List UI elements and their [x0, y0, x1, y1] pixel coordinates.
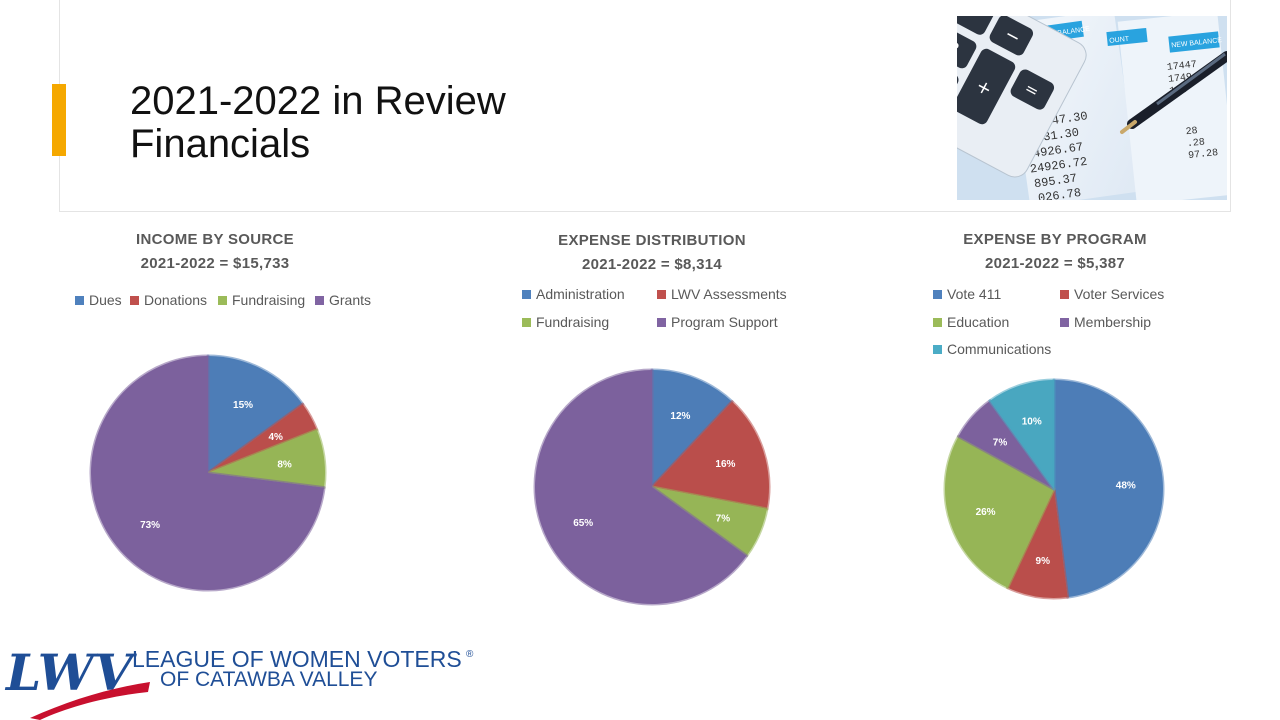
- pie-slice-lwv-assessments: [650, 400, 771, 511]
- pie-slice-vote-411: [1052, 378, 1165, 599]
- balance-header-tag-2: [1168, 31, 1220, 53]
- ledger-number: 97.28: [1188, 148, 1219, 162]
- legend-swatch: [218, 295, 227, 305]
- ledger-number: 895.37: [1033, 171, 1078, 191]
- ledger-paper-right: [1117, 16, 1227, 200]
- chart-1-legend-grants: Grants: [315, 292, 371, 308]
- logo-line-2: OF CATAWBA VALLEY: [160, 668, 377, 691]
- calc-key-eq: [1010, 69, 1055, 110]
- legend-swatch: [522, 317, 531, 327]
- chart-1-heading: INCOME BY SOURCE 2021-2022 = $15,733: [60, 228, 370, 276]
- logo-line-1: LEAGUE OF WOMEN VOTERS: [132, 646, 462, 672]
- slide-title: 2021-2022 in Review Financials: [130, 80, 506, 166]
- chart-2-legend-program-support: Program Support: [657, 314, 778, 330]
- chart-3-subtitle: 2021-2022 = $5,387: [984, 255, 1126, 272]
- legend-swatch: [522, 289, 531, 299]
- calculator-photo: NEW BALANCE OUNT NEW BALANCE 019.609.80.…: [957, 16, 1227, 200]
- chart-1-legend-donations: Donations: [130, 292, 207, 308]
- pie-data-label: 16%: [715, 459, 735, 470]
- pie-data-label: 4%: [268, 432, 283, 443]
- accent-bar: [52, 84, 66, 156]
- calc-key: [957, 16, 995, 35]
- pie-data-label: 48%: [1116, 480, 1136, 491]
- chart-2-legend-fundraising: Fundraising: [522, 314, 609, 330]
- chart-3-legend-vote-411: Vote 411: [933, 286, 1001, 302]
- pen: [1120, 51, 1227, 134]
- logo-registered: ®: [466, 649, 474, 660]
- ledger-number: 28: [1185, 126, 1198, 138]
- chart-2-title: EXPENSE DISTRIBUTION: [558, 232, 746, 249]
- chart-2-pie: 12% 16% 7% 65%: [533, 368, 771, 606]
- photo-header-2: OUNT: [1109, 36, 1130, 45]
- legend-swatch: [933, 289, 942, 299]
- legend-swatch: [933, 317, 942, 327]
- pie-data-label: 73%: [140, 520, 160, 531]
- chart-2-subtitle: 2021-2022 = $8,314: [581, 256, 723, 273]
- title-line-2: Financials: [130, 122, 311, 166]
- chart-3-legend-membership: Membership: [1060, 314, 1151, 330]
- chart-3-heading: EXPENSE BY PROGRAM 2021-2022 = $5,387: [900, 228, 1210, 276]
- pie-slice-communications: [988, 378, 1056, 491]
- ledger-number: .28: [1186, 137, 1205, 150]
- chart-1-title: INCOME BY SOURCE: [136, 231, 294, 248]
- pie-data-label: 12%: [670, 411, 690, 422]
- pie-data-label: 8%: [277, 459, 292, 470]
- pie-data-label: 26%: [976, 507, 996, 518]
- legend-swatch: [657, 317, 666, 327]
- legend-swatch: [315, 295, 324, 305]
- legend-swatch: [1060, 317, 1069, 327]
- pie-slice-grants: [89, 354, 326, 592]
- legend-swatch: [1060, 289, 1069, 299]
- chart-1-legend-dues: Dues: [75, 292, 122, 308]
- calculator: − 3 + =: [957, 16, 1087, 178]
- chart-1-subtitle: 2021-2022 = $15,733: [140, 255, 290, 272]
- lwv-logo: LWV LEAGUE OF WOMEN VOTERS ® OF CATAWBA …: [4, 643, 474, 720]
- pie-data-label: 15%: [233, 400, 253, 411]
- ledger-number: 026.78: [1037, 186, 1082, 200]
- account-header-tag: [1106, 27, 1148, 47]
- pie-slice-dues: [206, 354, 305, 475]
- chart-2-legend-administration: Administration: [522, 286, 625, 302]
- pie-data-label: 7%: [993, 437, 1008, 448]
- chart-3-title: EXPENSE BY PROGRAM: [963, 231, 1147, 248]
- chart-3-legend-voter-services: Voter Services: [1060, 286, 1164, 302]
- legend-swatch: [933, 344, 942, 354]
- calc-key-plus: [957, 48, 1016, 125]
- pie-data-label: 7%: [716, 514, 731, 525]
- pie-data-label: 9%: [1036, 556, 1051, 567]
- legend-swatch: [657, 289, 666, 299]
- chart-1-legend-fundraising: Fundraising: [218, 292, 305, 308]
- chart-3-legend-education: Education: [933, 314, 1009, 330]
- chart-2-legend-lwv-assessments: LWV Assessments: [657, 286, 787, 302]
- legend-swatch: [130, 295, 139, 305]
- calc-key-3: [957, 28, 977, 69]
- calc-key-minus: [989, 16, 1034, 56]
- pie-data-label: 10%: [1022, 417, 1042, 428]
- chart-3-legend-communications: Communications: [933, 341, 1051, 357]
- title-line-1: 2021-2022 in Review: [130, 79, 506, 123]
- logo-swoosh: [30, 682, 150, 720]
- chart-2-heading: EXPENSE DISTRIBUTION 2021-2022 = $8,314: [497, 229, 807, 277]
- chart-1-pie: 15% 4% 8% 73%: [89, 354, 327, 592]
- pie-slice-administration: [650, 368, 734, 489]
- legend-swatch: [75, 295, 84, 305]
- chart-3-pie: 48% 9% 26% 7% 10%: [943, 378, 1165, 600]
- pie-slice-program-support: [533, 368, 749, 606]
- ledger-number: 17447: [1166, 60, 1197, 74]
- pie-data-label: 65%: [573, 518, 593, 529]
